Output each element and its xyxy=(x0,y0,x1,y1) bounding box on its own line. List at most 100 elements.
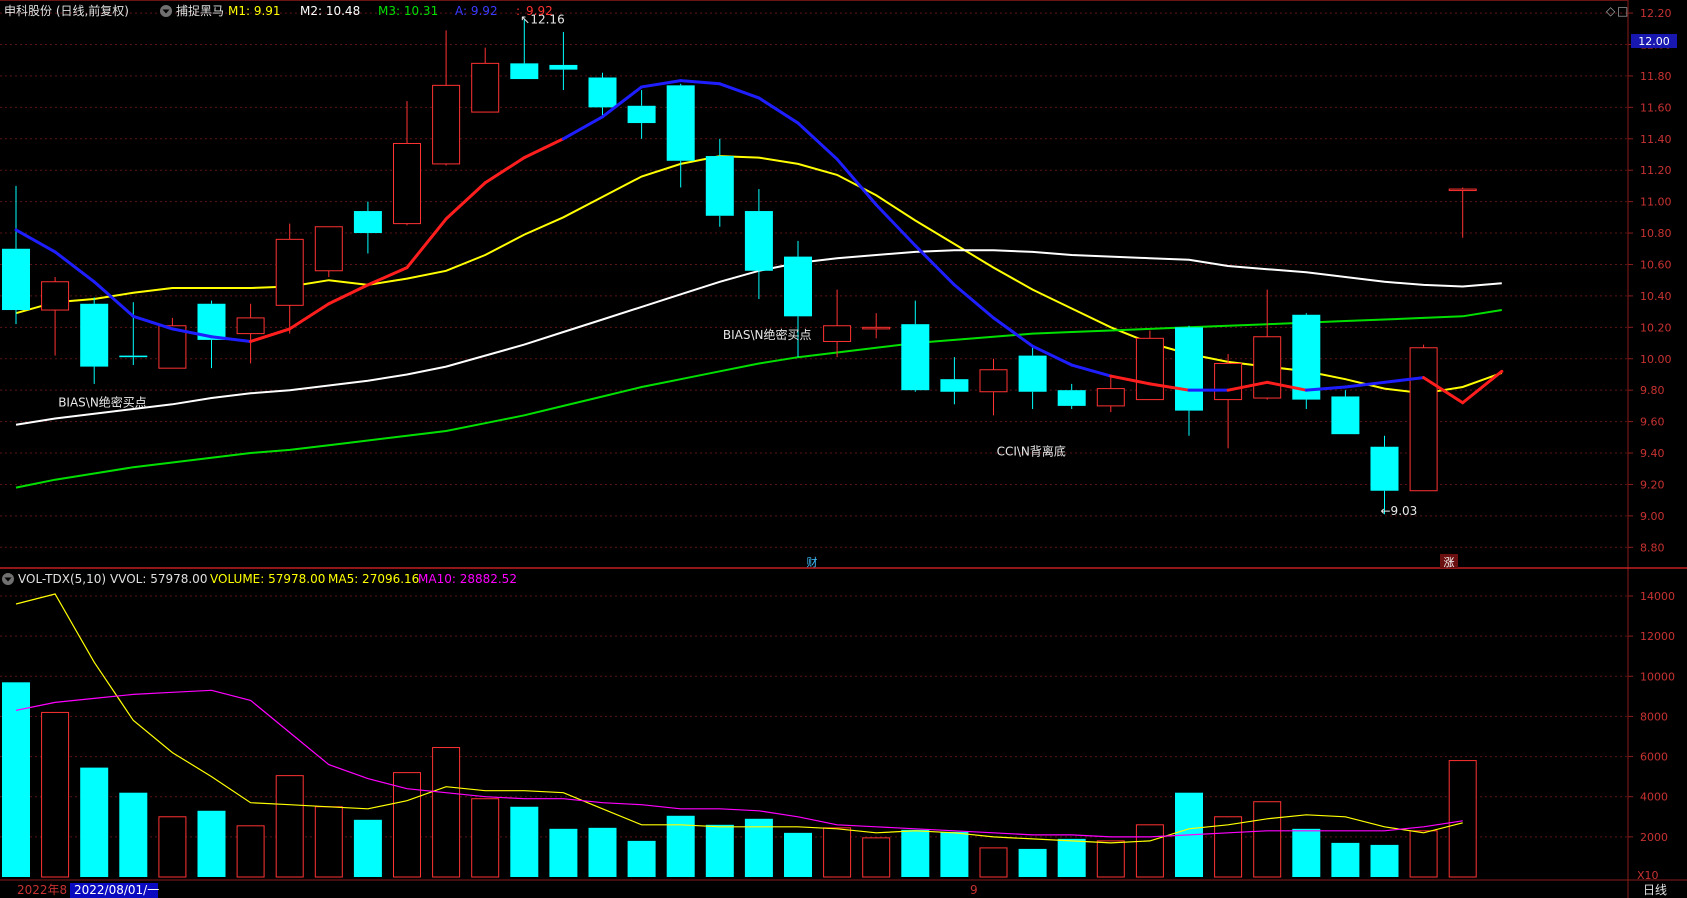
volume-label: VOLUME: 57978.00 xyxy=(210,572,325,586)
signal-segment xyxy=(327,283,370,306)
candle xyxy=(432,30,461,166)
signal-segment xyxy=(1070,363,1113,378)
volume-bar-down xyxy=(197,810,226,877)
price-tick-label: 10.00 xyxy=(1640,353,1672,366)
volume-line-ma10 xyxy=(15,689,1463,838)
volume-dropdown-icon[interactable] xyxy=(2,573,14,585)
vvol-label: VVOL: 57978.00 xyxy=(110,572,207,586)
volume-tick-label: 4000 xyxy=(1640,791,1668,804)
price-tick-label: 9.80 xyxy=(1640,384,1665,397)
candle-body-down xyxy=(1331,396,1360,435)
price-axis: 8.80 9.00 9.20 9.40 9.60 9.80 10.00 10.20 10.40 1… xyxy=(1628,7,1672,554)
candle-body-down xyxy=(353,211,382,234)
signal-segment xyxy=(601,85,644,119)
candle xyxy=(1175,325,1203,436)
date-label-bg xyxy=(70,883,158,898)
candle-body-up xyxy=(1448,188,1477,192)
signal-segment xyxy=(210,335,253,343)
diamond-icon[interactable]: ◇ xyxy=(1606,4,1616,18)
signal-segment xyxy=(718,82,761,100)
signal-segment xyxy=(679,79,722,86)
candle-body-up xyxy=(158,325,187,369)
signal-segment xyxy=(366,266,409,287)
volume-bar-up xyxy=(823,827,852,878)
volume-tick-label: 10000 xyxy=(1640,670,1675,683)
ma-line-m3 xyxy=(15,309,1502,489)
candle xyxy=(2,185,30,325)
svg-text:申科股份 (日线,前复权): 申科股份 (日线,前复权) xyxy=(4,3,129,18)
volume-bar-down xyxy=(627,840,656,877)
volume-bar-up xyxy=(41,711,70,878)
candle xyxy=(1292,313,1321,410)
svg-text:VOL-TDX(5,10) VVOL: 5797: VOL-TDX(5,10) VVOL: 57978.00 VOLUME: 579… xyxy=(18,572,517,586)
signal-segment xyxy=(1148,382,1191,392)
candle xyxy=(393,101,421,226)
period-label[interactable]: 日线 xyxy=(1643,883,1667,897)
volume-bar-down xyxy=(1370,844,1399,877)
candle xyxy=(275,223,304,334)
candle xyxy=(979,358,1008,416)
price-tick-label: 11.40 xyxy=(1640,133,1672,146)
price-header: 申科股份 (日线,前复权) 捕捉黑马 M1: 9.91 M2: 10.48 M3… xyxy=(4,3,1628,18)
price-annotation: BIAS\N绝密买点 xyxy=(58,395,147,410)
price-tick-label: 11.20 xyxy=(1640,164,1672,177)
price-grid xyxy=(0,12,1628,548)
candle-body-up xyxy=(1096,388,1125,407)
signal-segment xyxy=(1031,344,1074,367)
current-price-label: 12.00 xyxy=(1638,35,1670,48)
candle xyxy=(1018,347,1047,410)
volume-bar-down xyxy=(588,827,617,877)
volume-bar-down xyxy=(1292,828,1321,877)
candle-body-down xyxy=(2,248,30,311)
signal-segment xyxy=(1383,376,1426,384)
candle-body-down xyxy=(1018,355,1047,392)
current-price-tag: 12.00 xyxy=(1631,34,1677,48)
signal-segment xyxy=(992,316,1035,348)
volume-tick-label: 8000 xyxy=(1640,710,1668,723)
candle xyxy=(744,189,773,300)
price-tick-label: 10.80 xyxy=(1640,227,1672,240)
price-tick-label: 9.40 xyxy=(1640,447,1665,460)
candle xyxy=(158,317,187,369)
price-tick-label: 11.80 xyxy=(1640,70,1672,83)
price-tick-label: 10.60 xyxy=(1640,258,1672,271)
signal-segment xyxy=(1304,385,1347,392)
candle-body-down xyxy=(901,324,930,391)
x10-label[interactable]: X10 xyxy=(1637,869,1659,882)
volume-ma-lines xyxy=(15,593,1463,844)
signal-segment xyxy=(757,96,800,125)
candle xyxy=(862,313,891,339)
candle-body-up xyxy=(314,226,343,272)
signal-segment xyxy=(1461,369,1504,405)
price-tick-label: 9.20 xyxy=(1640,478,1665,491)
candle xyxy=(1448,187,1477,238)
candle xyxy=(1096,374,1125,413)
signal-segment xyxy=(14,228,57,254)
candle xyxy=(1370,435,1399,515)
volume-bar-down xyxy=(744,818,773,877)
candle xyxy=(1331,390,1360,435)
volume-bar-down xyxy=(549,828,578,877)
volume-bar-up xyxy=(275,775,304,878)
ma10-label: MA10: 28882.52 xyxy=(418,572,517,586)
signal-segment xyxy=(483,156,526,185)
candle xyxy=(784,240,812,358)
volume-bar-up xyxy=(158,816,187,878)
price-tick-label: 11.60 xyxy=(1640,101,1672,114)
signal-segment xyxy=(53,250,96,284)
candle-body-down xyxy=(784,256,812,317)
candle xyxy=(471,47,500,113)
candle xyxy=(901,300,930,392)
header-dropdown-icon[interactable] xyxy=(160,5,172,17)
candle-body-down xyxy=(510,63,539,80)
candle xyxy=(1409,344,1438,492)
volume-header: VOL-TDX(5,10) VVOL: 57978.00 VOLUME: 579… xyxy=(2,572,517,586)
candle xyxy=(666,83,695,188)
indicator-name: 捕捉黑马 xyxy=(176,3,224,18)
volume-bar-down xyxy=(80,767,109,877)
volume-bar-up xyxy=(862,837,891,878)
square-icon[interactable]: □ xyxy=(1617,4,1628,18)
signal-segment xyxy=(640,79,683,89)
signal-segment xyxy=(249,327,292,343)
